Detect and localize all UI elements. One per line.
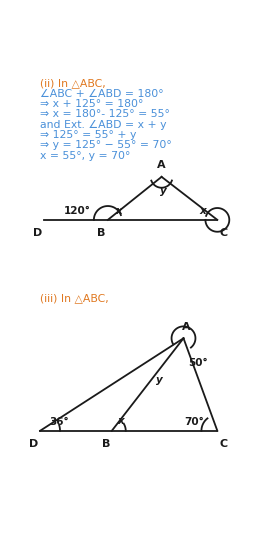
Text: x: x — [117, 416, 124, 427]
Text: ⇒ 125° = 55° + y: ⇒ 125° = 55° + y — [40, 130, 136, 140]
Text: A: A — [182, 322, 191, 332]
Text: 50°: 50° — [189, 358, 208, 368]
Text: B: B — [102, 439, 110, 448]
Text: D: D — [33, 228, 43, 238]
Text: A: A — [157, 160, 166, 170]
Text: x: x — [199, 206, 206, 216]
Text: ∠ABC + ∠ABD = 180°: ∠ABC + ∠ABD = 180° — [40, 88, 164, 98]
Text: D: D — [30, 439, 39, 448]
Text: B: B — [97, 228, 105, 238]
Text: 70°: 70° — [185, 418, 204, 427]
Text: 36°: 36° — [49, 418, 69, 427]
Text: y: y — [160, 186, 167, 196]
Text: and Ext. ∠ABD = x + y: and Ext. ∠ABD = x + y — [40, 120, 167, 130]
Text: (ii) In △ABC,: (ii) In △ABC, — [40, 78, 106, 88]
Text: 120°: 120° — [63, 206, 90, 216]
Text: ⇒ y = 125° − 55° = 70°: ⇒ y = 125° − 55° = 70° — [40, 140, 172, 150]
Text: x: x — [115, 206, 122, 216]
Text: C: C — [219, 439, 227, 448]
Text: ⇒ x + 125° = 180°: ⇒ x + 125° = 180° — [40, 99, 143, 109]
Text: ⇒ x = 180°- 125° = 55°: ⇒ x = 180°- 125° = 55° — [40, 109, 170, 119]
Text: y: y — [156, 375, 163, 385]
Text: x = 55°, y = 70°: x = 55°, y = 70° — [40, 150, 131, 160]
Text: C: C — [219, 228, 227, 238]
Text: (iii) In △ABC,: (iii) In △ABC, — [40, 293, 109, 303]
